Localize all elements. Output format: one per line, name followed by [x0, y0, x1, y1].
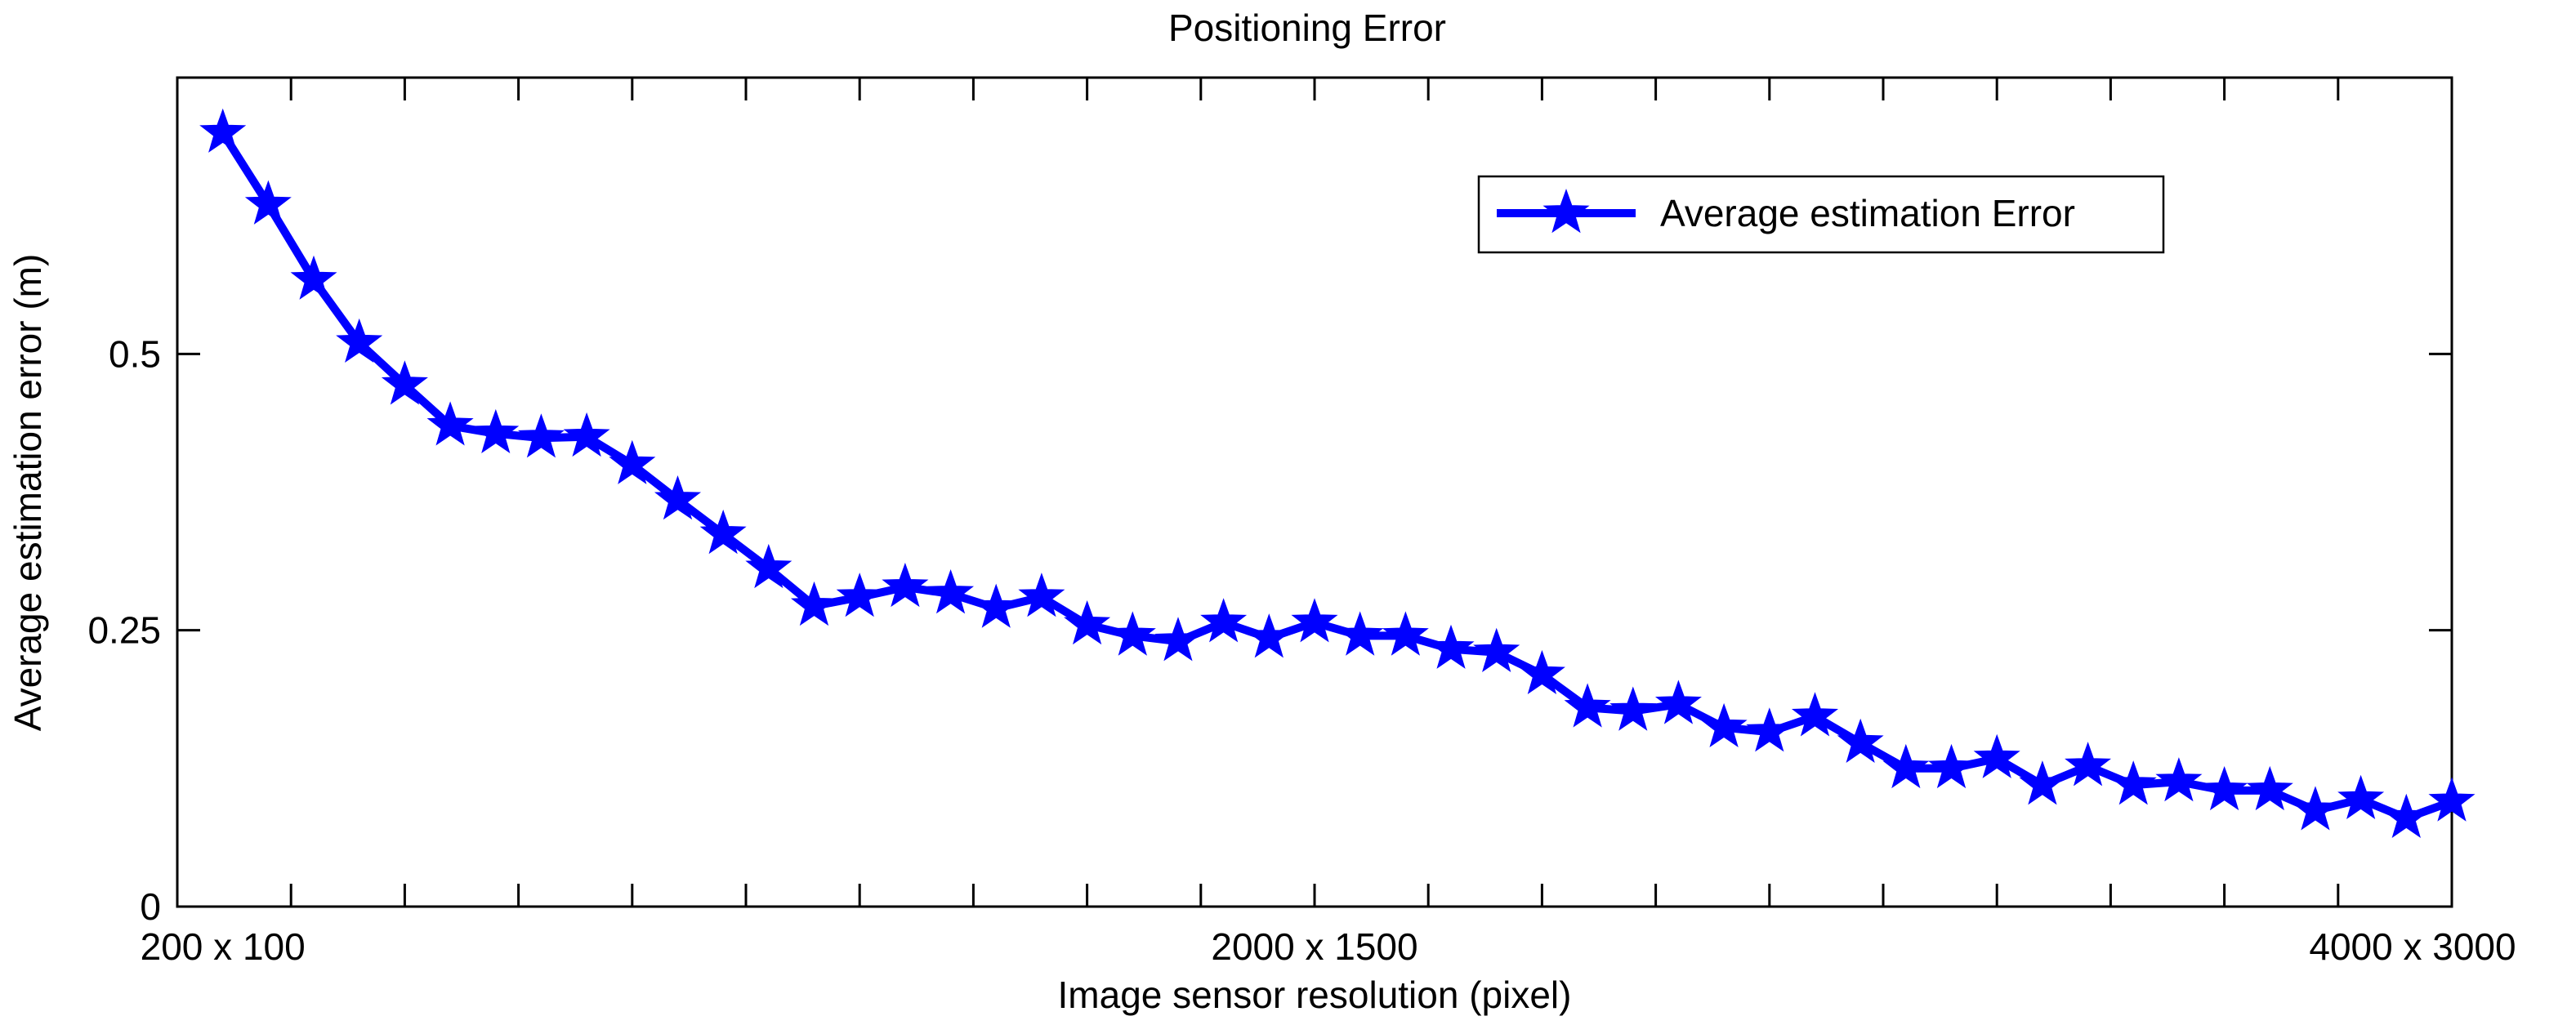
data-point-star [1200, 598, 1248, 643]
legend-star [1542, 189, 1590, 234]
data-point-star [699, 509, 747, 555]
data-point-star [244, 180, 292, 225]
data-point-star [2065, 742, 2112, 787]
data-point-star [1700, 702, 1748, 748]
data-point-star [1018, 573, 1065, 617]
data-point-star [2428, 777, 2476, 822]
data-point-star [2382, 793, 2430, 839]
y-tick-label: 0 [140, 885, 161, 928]
data-point-star [1882, 743, 1930, 789]
data-point-star [972, 583, 1020, 628]
data-point-star [1154, 617, 1202, 662]
y-axis-label: Average estimation error (m) [7, 254, 49, 732]
data-point-star [2292, 786, 2339, 831]
data-point-star [1746, 707, 1793, 752]
x-axis-ticks: 200 x 100 2000 x 1500 4000 x 3000 [141, 78, 2516, 968]
x-tick-label: 4000 x 3000 [2309, 925, 2516, 968]
y-tick-label: 0.5 [109, 332, 161, 375]
data-point-star [2246, 765, 2293, 811]
data-point-star [381, 360, 428, 405]
data-point-star [2201, 765, 2248, 811]
data-point-star [1427, 624, 1475, 669]
data-point-star [290, 255, 337, 300]
data-point-star [2155, 757, 2203, 802]
data-point-star [745, 543, 792, 589]
data-point-star [1791, 692, 1839, 737]
data-series [199, 108, 2476, 839]
data-point-star [1245, 613, 1292, 658]
data-point-star [472, 408, 520, 454]
data-point-star [1064, 599, 1111, 645]
legend-star-marker [1542, 189, 1590, 234]
x-tick-label: 200 x 100 [141, 925, 306, 968]
data-point-star [1291, 598, 1338, 643]
data-point-star [1518, 649, 1565, 694]
legend: Average estimation Error [1477, 175, 2165, 254]
data-point-star [882, 562, 929, 608]
data-point-star [654, 475, 702, 520]
chart-title: Positioning Error [1168, 7, 1446, 49]
legend-label: Average estimation Error [1660, 192, 2075, 234]
data-point-star [426, 401, 474, 446]
data-point-star [836, 573, 883, 617]
data-point-star [1382, 611, 1429, 656]
data-point-star [517, 413, 565, 458]
x-axis-label: Image sensor resolution (pixel) [1058, 974, 1572, 1016]
data-point-star [1973, 733, 2020, 778]
data-point-star [2337, 774, 2385, 820]
data-point-star [2109, 760, 2157, 805]
data-point-star [1473, 627, 1520, 673]
data-point-star [2019, 760, 2066, 805]
data-point-star [1337, 611, 1384, 656]
data-point-star [609, 439, 656, 484]
data-point-star [1654, 680, 1702, 724]
y-axis-ticks: 00.250.51 [87, 332, 2452, 928]
data-point-star [1837, 718, 1884, 764]
data-point-star [1609, 686, 1657, 731]
data-point-star [1564, 683, 1611, 728]
data-point-star [790, 581, 838, 626]
data-point-star [1927, 743, 1976, 789]
data-point-star [336, 318, 383, 363]
data-point-star [927, 569, 975, 614]
data-point-star [1109, 611, 1156, 656]
data-point-star [563, 412, 610, 457]
x-tick-label: 2000 x 1500 [1211, 925, 1417, 968]
data-point-star [199, 108, 247, 153]
y-tick-label: 0.25 [87, 609, 161, 652]
